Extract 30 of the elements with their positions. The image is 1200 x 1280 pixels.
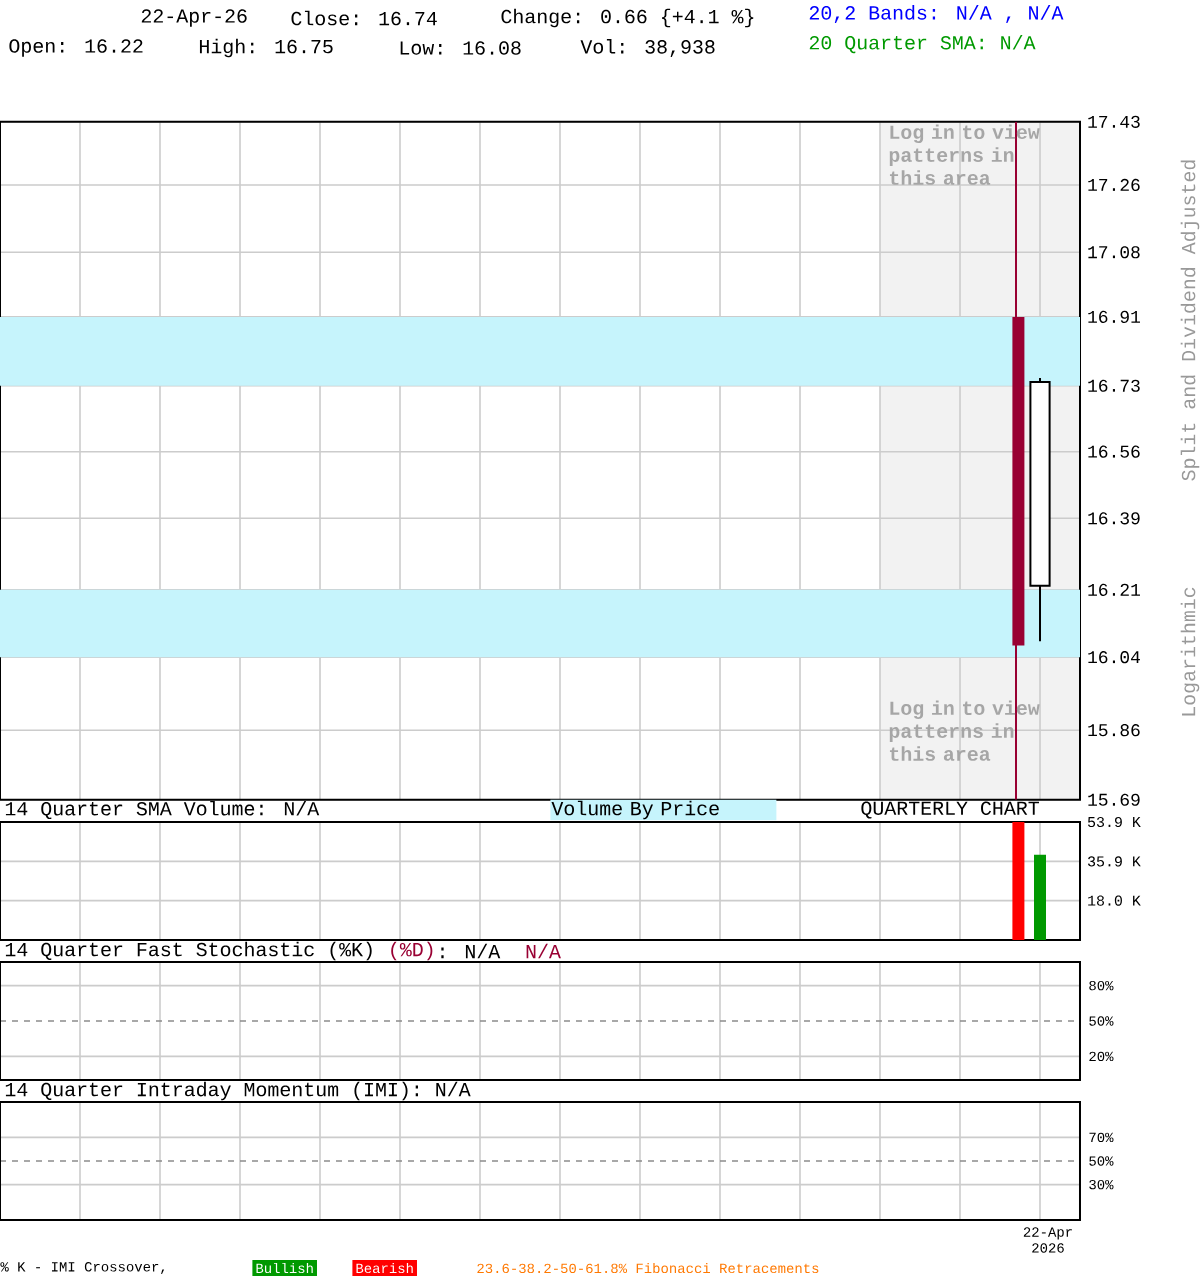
text: 14 Quarter Fast Stochastic (%K) bbox=[5, 941, 372, 961]
text: 22-Apr-26 bbox=[141, 9, 247, 27]
y-tick-label: 16.04 bbox=[1088, 651, 1140, 664]
text: N/A bbox=[526, 943, 561, 959]
y-tick-label: 16.21 bbox=[1088, 583, 1140, 596]
text: Low: 16.08 bbox=[400, 41, 521, 55]
y-tick-label: 16.91 bbox=[1088, 310, 1140, 323]
chart-title: 14 Quarter SMA Volume: N/A bbox=[5, 800, 320, 820]
text: 14 Quarter Intraday Momentum (IMI): N/A bbox=[5, 1081, 471, 1101]
y-tick-label: 15.69 bbox=[1088, 793, 1140, 806]
text: 20,2 Bands: N/A , N/A bbox=[809, 5, 1064, 23]
y-tick-label: 15.86 bbox=[1088, 724, 1140, 737]
text: Volume By Price bbox=[551, 800, 719, 820]
text: High: 16.75 bbox=[199, 38, 333, 58]
text: Split and Dividend Adjusted bbox=[1180, 160, 1200, 481]
text: 20 Quarter SMA: N/A bbox=[809, 34, 1036, 54]
y-tick-label: 17.43 bbox=[1088, 115, 1140, 128]
text: Change: 0.66 {+4.1 %} bbox=[501, 8, 754, 28]
text: : N/A bbox=[441, 943, 501, 959]
y-tick-label: 16.39 bbox=[1088, 512, 1140, 525]
text: Logarithmic bbox=[1180, 587, 1200, 716]
text: (%D) bbox=[391, 941, 433, 961]
text: Vol: 38,938 bbox=[580, 39, 715, 57]
text: Close: 16.74 bbox=[291, 10, 437, 26]
y-tick-label: 16.73 bbox=[1088, 379, 1140, 392]
text: QUARTERLY CHART bbox=[861, 801, 1039, 819]
text: Open: 16.22 bbox=[9, 39, 143, 57]
y-tick-label: 17.26 bbox=[1088, 178, 1140, 192]
y-tick-label: 17.08 bbox=[1088, 246, 1140, 259]
y-tick-label: 16.56 bbox=[1088, 445, 1140, 458]
